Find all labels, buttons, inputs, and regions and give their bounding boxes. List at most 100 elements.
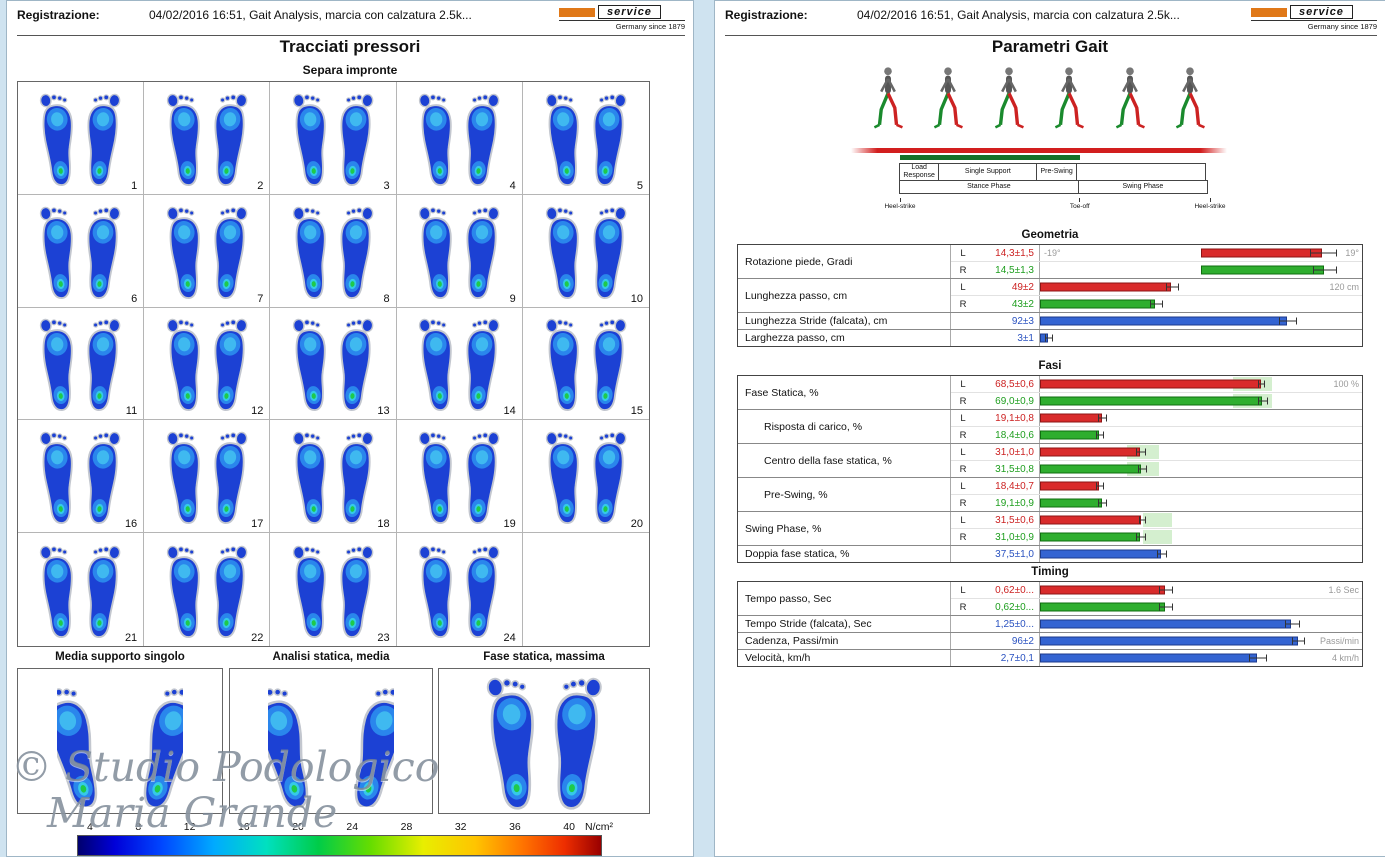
value-bar	[1040, 481, 1100, 491]
param-value: 18,4±0,7	[995, 480, 1034, 492]
brand-logo: service Germany since 1879	[559, 5, 685, 31]
param-value: 0,62±0...	[995, 601, 1034, 613]
scale-tick: 28	[400, 821, 413, 833]
brand-logo: service Germany since 1879	[1251, 5, 1377, 31]
param-subrow: R 0,62±0...	[951, 598, 1362, 615]
axis-max-label: 120 cm	[1329, 282, 1359, 292]
footprint-cell: 17	[144, 420, 271, 534]
param-row: Tempo Stride (falcata), Sec 1,25±0...	[738, 615, 1362, 632]
param-subrow: 2,7±0,1 4 km/h	[951, 650, 1362, 666]
panel-image-box	[438, 668, 650, 814]
error-whisker	[1096, 482, 1105, 490]
param-label: Pre-Swing, %	[764, 488, 828, 501]
footprint-image	[286, 202, 380, 300]
value-bar	[1040, 515, 1142, 525]
registration-label: Registrazione:	[725, 8, 808, 22]
param-subrow: R 31,5±0,8	[951, 460, 1362, 477]
side-label: L	[960, 446, 966, 458]
scale-ticks: 4 8 12 16 20 24 28 32 36 40	[87, 821, 575, 833]
footprint-cell: 6	[18, 194, 145, 308]
event-tick	[899, 198, 901, 202]
param-value: 18,4±0,6	[995, 429, 1034, 441]
bar-area	[1039, 512, 1362, 528]
bar-area	[1039, 410, 1362, 426]
footprint-image	[286, 89, 380, 187]
param-label: Lunghezza passo, cm	[745, 289, 848, 302]
panel-analisi-statica: Analisi statica, media	[229, 651, 433, 814]
page-header: Registrazione: 04/02/2016 16:51, Gait An…	[725, 5, 1377, 36]
param-row: Lunghezza Stride (falcata), cm 92±3	[738, 312, 1362, 329]
error-whisker	[1096, 431, 1105, 439]
footprint-number: 18	[377, 518, 390, 531]
panel-title: Media supporto singolo	[55, 651, 185, 663]
footprint-image	[412, 314, 506, 412]
param-subrow: L 68,5±0,6 100 %	[951, 376, 1362, 392]
bar-area	[1039, 330, 1362, 346]
footprint-number: 11	[125, 405, 138, 418]
footprint-cell: 12	[144, 307, 271, 421]
bar-area	[1039, 529, 1362, 545]
registration-label: Registrazione:	[17, 8, 100, 22]
param-value: 1,25±0...	[995, 618, 1034, 630]
footprint-number: 2	[257, 179, 264, 192]
param-value: 3±1	[1017, 332, 1034, 344]
param-value: 69,0±0,9	[995, 395, 1034, 407]
section-title-timing: Timing	[1031, 566, 1069, 578]
registration-value: 04/02/2016 16:51, Gait Analysis, marcia …	[149, 8, 472, 22]
param-row: Fase Statica, % L 68,5±0,6 100 % R 69,0±0,9	[738, 376, 1362, 409]
error-whisker	[1135, 448, 1146, 456]
footprint-number: 17	[251, 518, 264, 531]
value-bar	[1040, 413, 1102, 423]
panel-fase-statica: Fase statica, massima	[438, 651, 650, 814]
param-value: 31,0±0,9	[995, 531, 1034, 543]
param-row: Pre-Swing, % L 18,4±0,7 R 19,1±0,9	[738, 477, 1362, 511]
pressure-color-scale	[77, 835, 602, 856]
side-label: R	[959, 497, 967, 509]
logo-orange-mark	[559, 8, 595, 17]
footprint-image	[160, 202, 254, 300]
footprint-number: 20	[630, 518, 643, 531]
footprint-image	[412, 427, 506, 525]
param-subrow: R 43±2	[951, 295, 1362, 312]
error-whisker	[1313, 266, 1337, 274]
param-label: Centro della fase statica, %	[764, 454, 892, 467]
bar-area: 120 cm	[1039, 279, 1362, 295]
panel-media-supporto: Media supporto singolo	[17, 651, 223, 814]
footprint-image	[412, 541, 506, 639]
footprint-image	[57, 675, 184, 807]
footprint-number: 9	[509, 292, 516, 305]
scale-tick: 24	[346, 821, 359, 833]
footprint-cell: 16	[18, 420, 145, 534]
footprint-number: 14	[503, 405, 516, 418]
axis-max-label: Passi/min	[1319, 636, 1359, 646]
value-bar	[1040, 498, 1102, 508]
error-whisker	[1249, 654, 1268, 662]
logo-orange-mark	[1251, 8, 1287, 17]
logo-tagline: Germany since 1879	[615, 22, 685, 31]
logo-tagline: Germany since 1879	[1307, 22, 1377, 31]
error-whisker	[1257, 380, 1266, 388]
side-label: R	[959, 531, 967, 543]
event-tick	[1209, 198, 1211, 202]
value-bar	[1201, 248, 1323, 258]
footprint-number: 6	[131, 292, 138, 305]
footprint-number: 12	[251, 405, 264, 418]
scale-tick: 16	[237, 821, 250, 833]
bar-area: Passi/min	[1039, 633, 1362, 649]
footprint-number: 10	[630, 292, 643, 305]
footprint-image	[160, 314, 254, 412]
panel-image-box	[229, 668, 433, 814]
scale-tick: 32	[454, 821, 467, 833]
value-bar	[1040, 396, 1263, 406]
param-row: Rotazione piede, Gradi L 14,3±1,5 -19° 19° R 1…	[738, 245, 1362, 278]
footprint-cell: 13	[270, 307, 397, 421]
param-value: 49±2	[1011, 281, 1034, 293]
param-value: 31,5±0,8	[995, 463, 1034, 475]
footprint-image	[286, 541, 380, 639]
param-subrow: L 14,3±1,5 -19° 19°	[951, 245, 1362, 261]
scale-unit: N/cm²	[585, 821, 613, 833]
walker-icon	[1174, 65, 1207, 130]
walker-icon	[993, 65, 1025, 130]
footprint-image	[33, 89, 127, 187]
page-title-left: Tracciati pressori	[279, 37, 421, 56]
